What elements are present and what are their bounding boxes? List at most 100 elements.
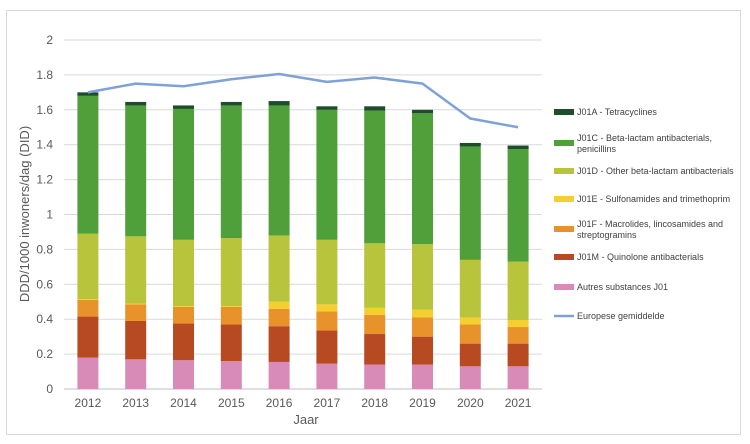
legend-label: J01D - Other beta-lactam antibacterials: [577, 166, 734, 176]
y-tick-label: 1: [46, 208, 53, 222]
legend: J01A - Tetracyclines J01C - Beta-lactam a…: [554, 107, 734, 321]
bar-segment: [125, 236, 147, 304]
bar-segment: [220, 306, 242, 307]
y-tick-label: 1.2: [36, 173, 53, 187]
bar-segment: [316, 106, 338, 110]
bar-segment: [173, 105, 194, 109]
x-tick-label: 2014: [170, 396, 197, 410]
legend-swatch: [554, 109, 574, 115]
bar-segment: [220, 361, 242, 389]
bar-segment: [316, 304, 338, 312]
bar-segment: [125, 359, 147, 389]
x-tick-label: 2021: [505, 396, 532, 410]
bar-segment: [364, 106, 386, 111]
average-line: [87, 72, 519, 129]
bar-segment: [268, 105, 290, 236]
y-axis-title: DDD/1000 inwoners/dag (DID): [17, 126, 32, 302]
bar-segment: [125, 320, 147, 360]
bar-segment: [268, 101, 290, 106]
bar-segment: [459, 343, 481, 367]
bar-segment: [507, 366, 529, 389]
x-tick-label: 2018: [361, 396, 388, 410]
x-tick-label: 2012: [75, 396, 102, 410]
x-tick-label: 2017: [314, 396, 341, 410]
chart-frame: [6, 10, 741, 435]
bar-segment: [125, 105, 147, 237]
legend-swatch: [554, 284, 574, 290]
legend-swatch: [554, 140, 574, 146]
x-tick-label: 2020: [457, 396, 484, 410]
bar-segment: [125, 101, 147, 106]
legend-swatch: [554, 168, 574, 174]
bar-segment: [412, 109, 433, 114]
bar-segment: [459, 317, 481, 325]
bar-segment: [173, 360, 194, 389]
bar-segment: [220, 105, 242, 239]
bar-segment: [364, 364, 386, 389]
bar-segment: [459, 142, 481, 147]
bar-segment: [316, 239, 338, 305]
bar-segment: [77, 357, 99, 389]
y-tick-label: 1.6: [36, 103, 53, 117]
bar-segment: [77, 95, 99, 234]
y-tick-label: 0.6: [36, 277, 53, 291]
bar-segment: [459, 259, 481, 318]
bar-segment: [77, 299, 99, 301]
legend-swatch: [554, 196, 574, 202]
bar-segment: [507, 320, 529, 328]
bar-segment: [507, 343, 529, 367]
bar-segment: [364, 243, 386, 308]
legend-swatch: [554, 226, 574, 232]
bar-segment: [268, 326, 290, 362]
bar-segment: [316, 330, 338, 364]
legend-label: J01A - Tetracyclines: [577, 107, 657, 117]
x-axis-title: Jaar: [293, 412, 319, 427]
x-tick-labels: 2012 2013 2014 2015 2016 2017 2018 2019 2020 2021: [75, 396, 532, 410]
legend-label: J01M - Quinolone antibacterials: [577, 252, 704, 262]
legend-label: J01E - Sulfonamides and trimethoprim: [577, 194, 730, 204]
legend-swatch: [554, 254, 574, 260]
bar-segment: [507, 149, 529, 262]
bar-segment: [173, 108, 194, 240]
bar-segment: [220, 101, 242, 106]
bars: [77, 92, 529, 389]
x-tick-label: 2013: [122, 396, 149, 410]
bar-segment: [316, 311, 338, 331]
bar-segment: [412, 336, 433, 365]
bar-segment: [364, 314, 386, 335]
bar-segment: [77, 92, 99, 96]
bar-segment: [412, 244, 433, 310]
bar-segment: [268, 361, 290, 389]
legend-label: Autres substances J01: [577, 282, 668, 292]
legend-label: Europese gemiddelde: [577, 311, 665, 321]
bar-segment: [268, 301, 290, 309]
bar-segment: [220, 324, 242, 362]
bar-segment: [364, 307, 386, 315]
y-tick-labels: 0 0.2 0.4 0.6 0.8 1 1.2 1.4 1.6 1.8 2: [36, 33, 53, 396]
bar-segment: [268, 235, 290, 302]
bar-segment: [173, 239, 194, 307]
bar-segment: [316, 363, 338, 389]
bar-segment: [412, 364, 433, 389]
x-tick-label: 2016: [266, 396, 293, 410]
bar-segment: [364, 334, 386, 365]
bar-segment: [316, 109, 338, 240]
bar-segment: [173, 306, 194, 324]
bar-segment: [412, 317, 433, 337]
bar-segment: [459, 324, 481, 344]
bar-segment: [77, 316, 99, 358]
y-tick-label: 1.4: [36, 138, 53, 152]
bar-segment: [220, 238, 242, 307]
bar-segment: [507, 327, 529, 344]
bar-segment: [77, 300, 99, 317]
x-tick-label: 2019: [409, 396, 436, 410]
bar-segment: [173, 306, 194, 307]
bar-segment: [77, 233, 99, 300]
y-tick-label: 0.2: [36, 347, 53, 361]
y-tick-label: 0: [46, 382, 53, 396]
bar-segment: [220, 306, 242, 325]
bar-segment: [364, 110, 386, 244]
bar-segment: [268, 308, 290, 327]
bar-segment: [507, 145, 529, 150]
